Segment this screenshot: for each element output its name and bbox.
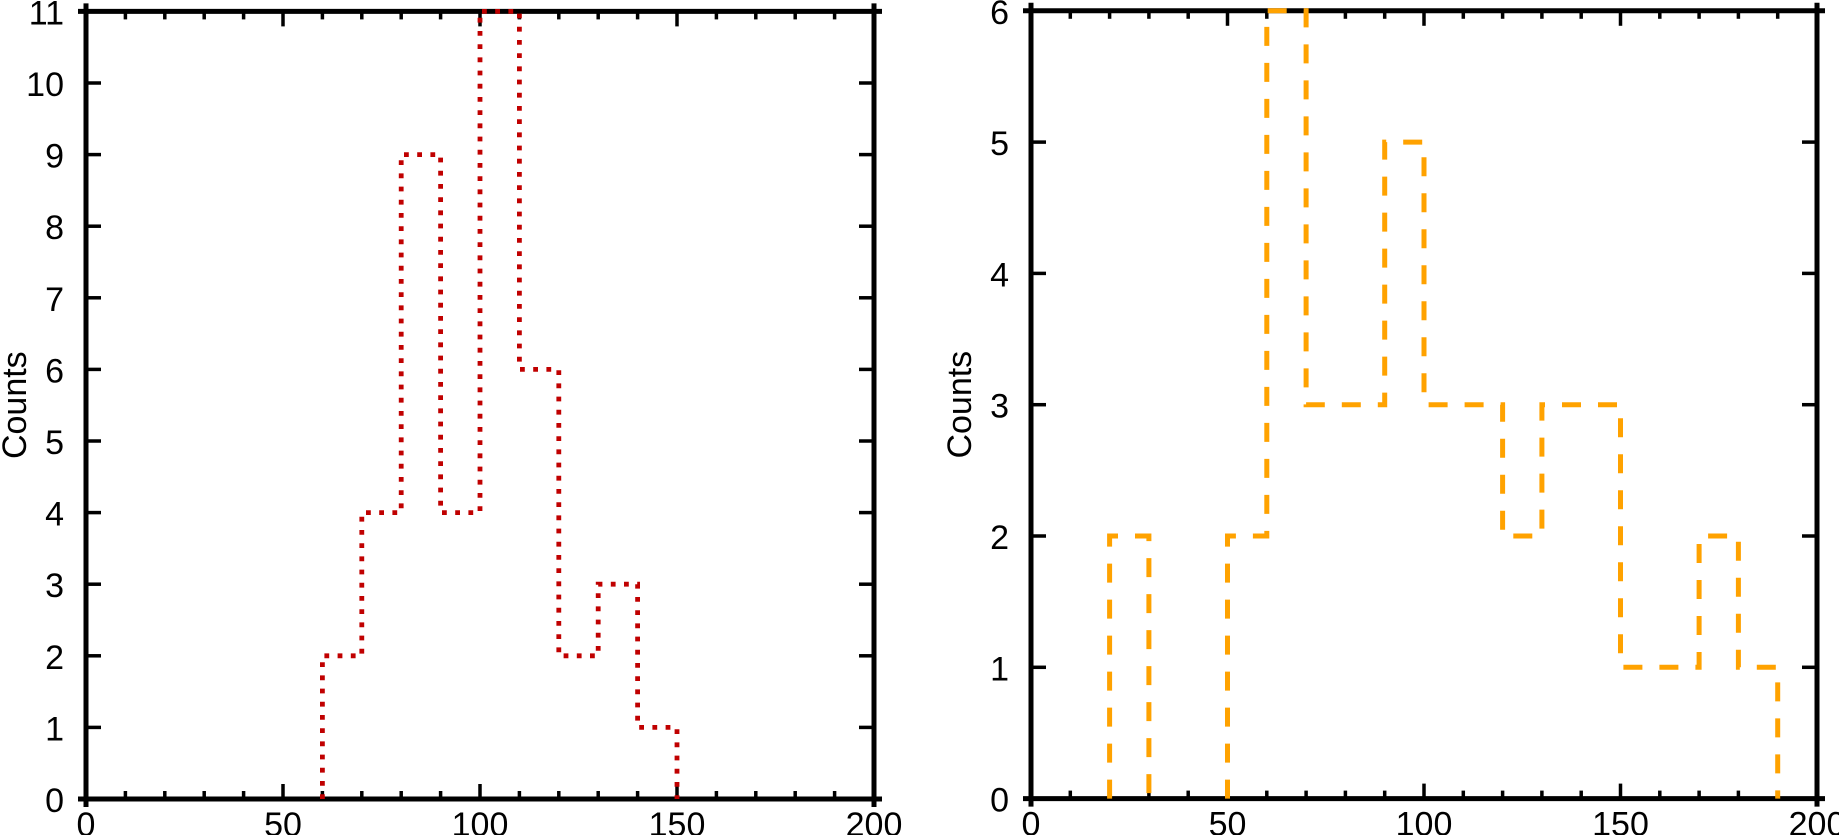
svg-text:9: 9 [45, 138, 64, 176]
svg-text:6: 6 [990, 0, 1009, 32]
svg-text:50: 50 [264, 806, 302, 835]
svg-text:150: 150 [1592, 806, 1649, 835]
svg-text:6: 6 [45, 352, 64, 390]
svg-text:5: 5 [990, 125, 1009, 163]
svg-text:0: 0 [1022, 806, 1041, 835]
svg-text:200: 200 [846, 806, 903, 835]
svg-text:3: 3 [990, 388, 1009, 426]
svg-text:Counts: Counts [0, 351, 34, 459]
svg-text:2: 2 [45, 639, 64, 677]
svg-text:3: 3 [45, 567, 64, 605]
svg-text:7: 7 [45, 281, 64, 319]
svg-text:4: 4 [990, 256, 1009, 294]
svg-text:100: 100 [452, 806, 509, 835]
svg-text:2: 2 [990, 519, 1009, 557]
svg-text:150: 150 [649, 806, 706, 835]
svg-text:1: 1 [45, 710, 64, 748]
svg-text:4: 4 [45, 496, 64, 534]
svg-text:100: 100 [1396, 806, 1453, 835]
svg-text:5: 5 [45, 424, 64, 462]
svg-text:10: 10 [26, 66, 64, 104]
svg-text:11: 11 [29, 0, 64, 32]
svg-text:Counts: Counts [941, 351, 979, 459]
svg-text:0: 0 [45, 782, 64, 820]
svg-text:0: 0 [990, 782, 1009, 820]
svg-text:0: 0 [77, 806, 96, 835]
svg-text:200: 200 [1789, 806, 1839, 835]
svg-text:8: 8 [45, 209, 64, 247]
svg-text:1: 1 [990, 650, 1009, 688]
svg-text:50: 50 [1209, 806, 1247, 835]
